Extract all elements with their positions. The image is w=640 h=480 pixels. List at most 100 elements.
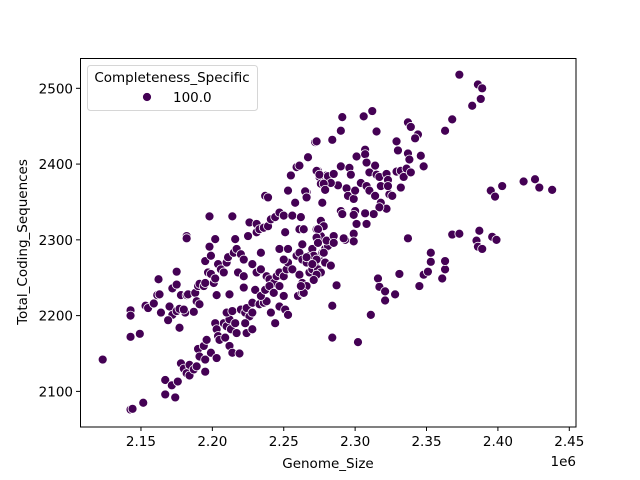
data-point (418, 161, 429, 172)
data-point (274, 244, 285, 254)
data-point (380, 295, 391, 306)
data-point (345, 169, 356, 180)
data-point (298, 224, 309, 235)
data-point (172, 376, 183, 387)
data-point (335, 161, 346, 172)
data-point (351, 151, 362, 162)
data-point (231, 328, 242, 338)
data-point (360, 208, 371, 219)
data-point (230, 234, 241, 244)
x-tick-label: 2.20 (197, 434, 227, 450)
data-point (474, 225, 485, 236)
x-axis-offset-text: 1e6 (551, 454, 576, 470)
data-point (171, 279, 182, 290)
data-point (255, 247, 266, 258)
data-point (337, 112, 348, 123)
legend-box (87, 65, 258, 111)
data-point (174, 322, 185, 333)
data-point (338, 233, 349, 244)
data-point (287, 264, 298, 275)
data-point (313, 224, 323, 235)
data-point (437, 273, 448, 284)
data-point (491, 234, 502, 245)
data-point (178, 304, 189, 315)
data-point (278, 291, 289, 301)
data-point (204, 211, 215, 222)
data-point (294, 160, 305, 171)
data-point (170, 392, 181, 403)
data-point (361, 157, 372, 168)
data-point (395, 182, 406, 193)
data-point (278, 210, 289, 221)
data-point (283, 244, 293, 254)
data-point (534, 182, 545, 193)
data-point (287, 210, 298, 221)
data-point (278, 254, 289, 265)
data-point (238, 254, 249, 265)
data-point (97, 354, 108, 365)
data-point (290, 197, 301, 208)
y-tick-label: 2400 (39, 157, 73, 173)
x-axis-ticks: 2.15 2.20 2.25 2.30 2.35 2.40 2.45 (126, 427, 584, 450)
data-point (301, 252, 312, 263)
data-point (404, 154, 415, 165)
data-point (301, 192, 312, 203)
data-point (393, 145, 403, 156)
data-point (210, 234, 221, 244)
data-point (350, 185, 361, 196)
y-axis-label: Total_Coding_Sequences (15, 159, 31, 326)
data-point (337, 209, 348, 219)
data-point (211, 290, 222, 301)
legend-title: Completeness_Specific (94, 70, 249, 86)
data-point (403, 233, 413, 244)
data-point (204, 241, 215, 252)
data-point (211, 353, 222, 363)
data-point (360, 149, 371, 160)
data-point (530, 174, 540, 185)
data-point (265, 307, 276, 318)
data-point (335, 125, 346, 136)
data-point (440, 264, 450, 275)
data-point (358, 111, 369, 122)
data-point (327, 134, 338, 145)
data-point (328, 237, 339, 248)
data-point (283, 309, 293, 320)
data-point (477, 244, 488, 254)
data-point (361, 219, 372, 229)
data-point (370, 191, 381, 201)
data-point (138, 397, 149, 408)
data-point (200, 366, 211, 377)
data-point (247, 307, 258, 318)
data-point (194, 299, 205, 310)
data-point (331, 280, 342, 291)
data-point (311, 136, 322, 147)
data-point (125, 310, 136, 321)
x-tick-label: 2.15 (126, 434, 156, 450)
data-point (220, 332, 231, 343)
x-tick-label: 2.30 (340, 434, 370, 450)
data-point (414, 281, 425, 291)
data-point (200, 354, 211, 365)
data-point (240, 318, 251, 329)
x-tick-label: 2.35 (411, 434, 441, 450)
data-point (348, 209, 359, 220)
legend-marker (142, 92, 152, 102)
data-point (148, 298, 159, 309)
data-point (303, 152, 313, 163)
data-point (171, 266, 182, 277)
data-point (387, 191, 398, 201)
data-point (250, 284, 261, 295)
data-point (153, 274, 164, 285)
data-point (188, 306, 199, 317)
data-point (307, 259, 318, 269)
data-point (270, 318, 281, 329)
data-point (374, 202, 385, 213)
legend: Completeness_Specific 100.0 (87, 65, 258, 111)
y-tick-label: 2300 (39, 233, 73, 249)
data-point (348, 194, 359, 204)
data-point (390, 289, 401, 300)
data-point (383, 181, 393, 191)
data-points (97, 69, 558, 415)
data-point (405, 167, 416, 178)
